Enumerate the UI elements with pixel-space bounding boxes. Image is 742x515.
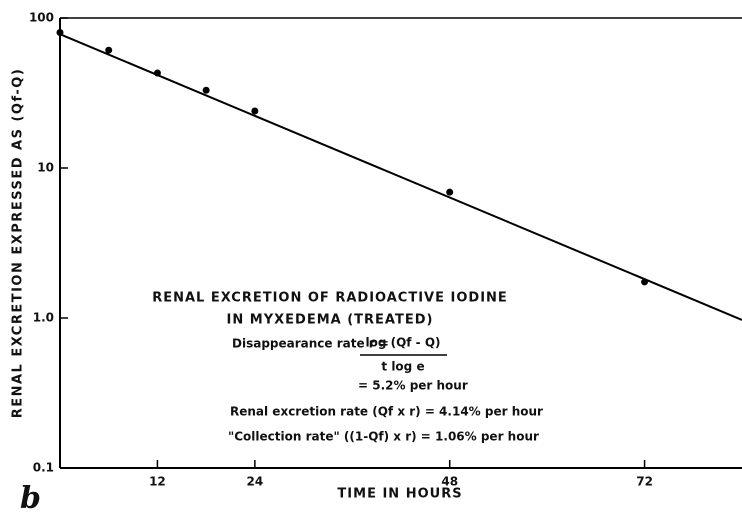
data-point: [641, 278, 649, 286]
x-tick-label: 24: [247, 475, 264, 489]
annotation: = 5.2% per hour: [358, 379, 468, 393]
y-tick-label: 1.0: [33, 311, 54, 325]
x-axis-label: TIME IN HOURS: [337, 487, 462, 502]
panel-label: b: [20, 481, 41, 515]
annotation: "Collection rate" ((1-Qf) x r) = 1.06% p…: [228, 430, 539, 444]
data-point: [153, 69, 161, 77]
y-tick-label: 100: [29, 11, 54, 25]
data-point: [446, 188, 454, 196]
data-point: [56, 29, 64, 37]
data-point: [105, 46, 113, 54]
x-tick-label: 48: [441, 475, 458, 489]
annotation: IN MYXEDEMA (TREATED): [227, 313, 434, 328]
annotation: Renal excretion rate (Qf x r) = 4.14% pe…: [230, 405, 543, 419]
y-tick-label: 0.1: [33, 461, 54, 475]
annotation: Disappearance rate r =: [232, 337, 389, 351]
fit-line: [59, 33, 742, 321]
x-tick-label: 12: [149, 475, 166, 489]
annotation: log (Qf - Q): [365, 336, 440, 350]
data-point: [202, 86, 210, 94]
data-point: [251, 107, 259, 115]
y-tick-label: 10: [37, 161, 54, 175]
annotation: RENAL EXCRETION OF RADIOACTIVE IODINE: [152, 291, 508, 306]
y-axis-label: RENAL EXCRETION EXPRESSED AS (Qf-Q): [11, 68, 26, 419]
x-tick-label: 72: [636, 475, 653, 489]
annotation: t log e: [381, 360, 424, 374]
